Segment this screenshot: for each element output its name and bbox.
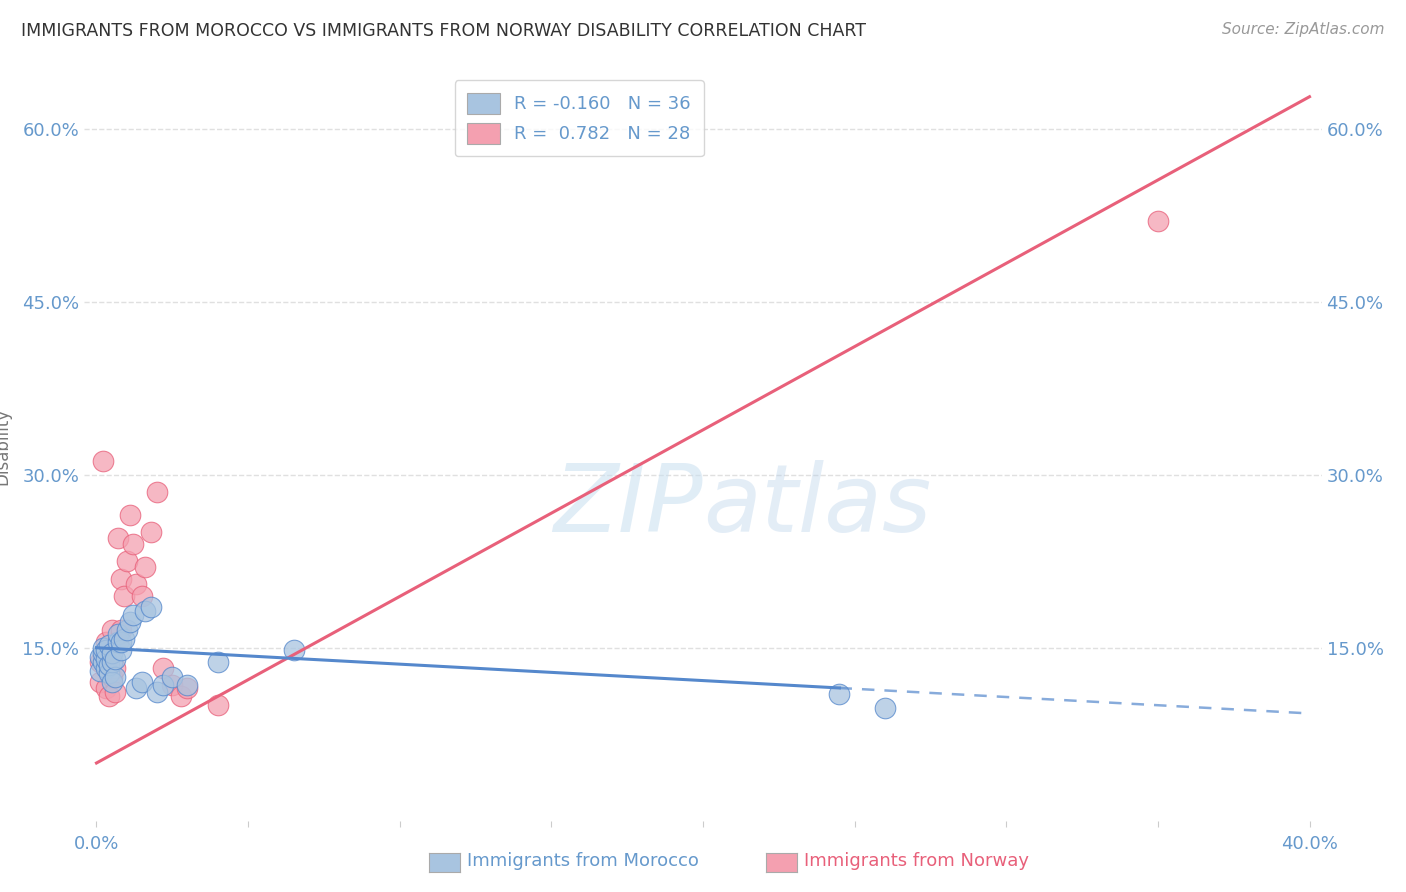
Point [89,675,111,690]
Point [207,698,229,713]
Point [110,624,132,638]
Point [152,661,174,675]
Point [134,604,156,618]
Point [94,652,117,666]
Point [118,508,141,523]
Point [97,689,120,703]
Point [104,652,127,666]
Point [139,525,162,540]
Point [118,615,141,630]
Point [107,627,129,641]
Point [873,700,896,714]
Point [162,678,184,692]
Text: ZIP: ZIP [554,460,703,551]
Point [112,589,135,603]
Point [94,661,117,675]
Point [110,643,132,657]
Text: Immigrants from Morocco: Immigrants from Morocco [467,852,699,870]
Point [107,635,129,649]
Point [162,669,184,683]
Point [170,689,193,703]
Point [97,666,120,681]
Legend: R = -0.160   N = 36, R =  0.782   N = 28: R = -0.160 N = 36, R = 0.782 N = 28 [456,80,703,156]
Point [146,485,169,500]
Text: Source: ZipAtlas.com: Source: ZipAtlas.com [1222,22,1385,37]
Point [134,560,156,574]
Point [94,635,117,649]
Point [91,454,114,468]
Point [110,635,132,649]
Point [152,678,174,692]
Point [104,661,127,675]
Point [91,640,114,655]
Point [91,647,114,661]
Point [131,589,153,603]
Point [100,655,122,669]
Point [107,531,129,545]
Point [89,649,111,664]
Point [89,664,111,678]
Point [207,655,229,669]
Point [100,675,122,690]
Point [100,624,122,638]
Point [94,681,117,695]
Point [97,658,120,673]
Point [122,608,145,623]
Text: IMMIGRANTS FROM MOROCCO VS IMMIGRANTS FROM NORWAY DISABILITY CORRELATION CHART: IMMIGRANTS FROM MOROCCO VS IMMIGRANTS FR… [21,22,866,40]
Point [100,647,122,661]
Point [112,632,135,646]
Point [176,678,198,692]
Point [89,655,111,669]
Point [94,643,117,657]
Point [125,681,148,695]
Point [139,600,162,615]
Point [828,687,851,701]
Point [122,537,145,551]
Text: Immigrants from Norway: Immigrants from Norway [804,852,1029,870]
Point [1147,214,1170,228]
Point [110,572,132,586]
Point [91,655,114,669]
Point [97,639,120,653]
Point [104,669,127,683]
Point [283,643,305,657]
Point [176,681,198,695]
Point [115,554,138,568]
Point [115,624,138,638]
Y-axis label: Disability: Disability [0,408,11,484]
Point [100,669,122,683]
Point [125,577,148,591]
Point [104,684,127,698]
Text: atlas: atlas [703,460,931,551]
Point [131,675,153,690]
Point [146,684,169,698]
